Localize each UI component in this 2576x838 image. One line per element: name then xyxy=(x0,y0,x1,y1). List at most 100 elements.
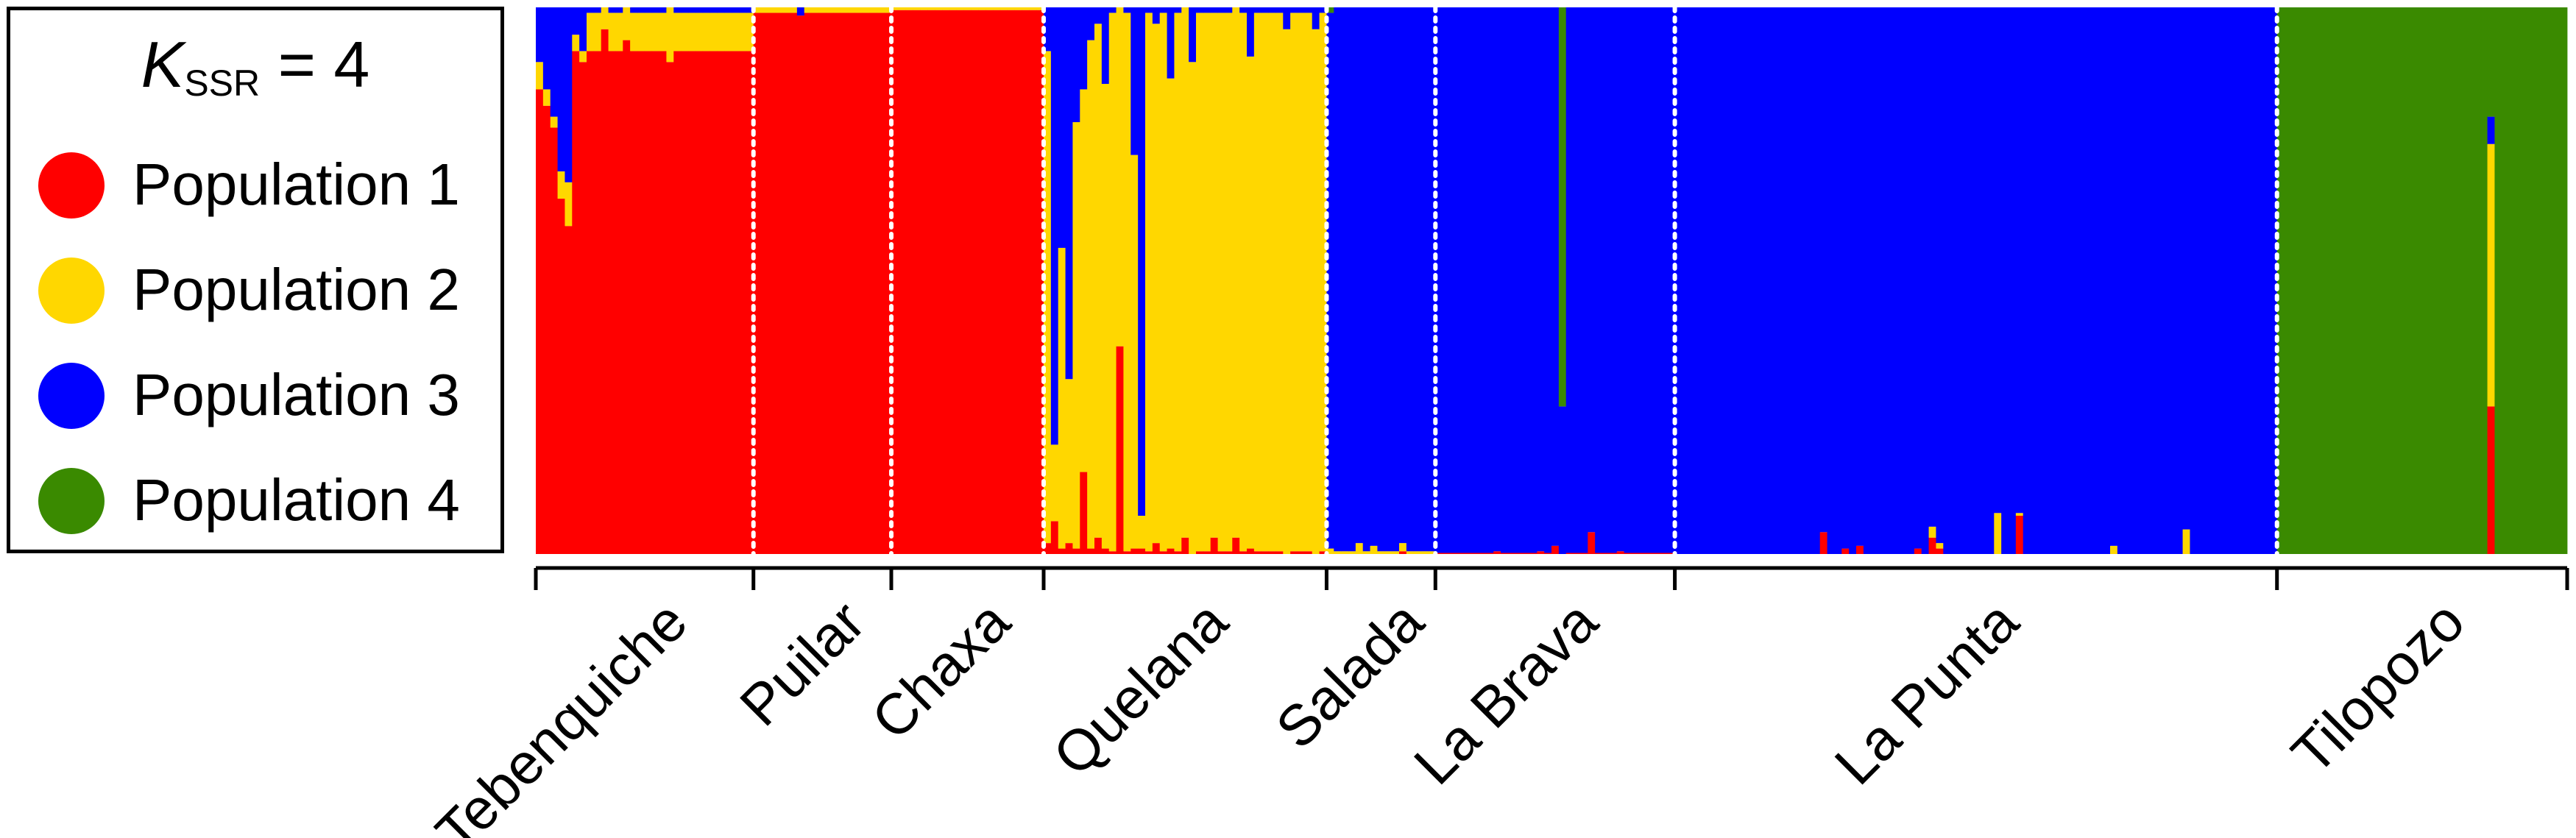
bar-segment-population-3 xyxy=(2269,7,2278,554)
bar-segment-population-2 xyxy=(833,7,841,13)
bar-segment-population-1 xyxy=(884,13,892,555)
bar-segment-population-2 xyxy=(978,7,986,10)
bar-segment-population-3 xyxy=(1595,7,1603,553)
bar-segment-population-3 xyxy=(1101,7,1110,85)
bar-segment-population-1 xyxy=(905,10,913,555)
bar-segment-population-1 xyxy=(2015,515,2024,554)
bar-segment-population-2 xyxy=(1029,7,1037,10)
bar-segment-population-1 xyxy=(1275,551,1284,554)
bar-segment-population-3 xyxy=(1050,7,1059,445)
bar-segment-population-3 xyxy=(2154,7,2162,554)
bar-segment-population-3 xyxy=(1761,7,1770,554)
bar-segment-population-1 xyxy=(1050,521,1059,554)
bar-segment-population-3 xyxy=(2030,7,2038,554)
k-letter: K xyxy=(141,28,185,101)
bar-segment-population-1 xyxy=(651,51,659,554)
bar-segment-population-2 xyxy=(1370,545,1378,554)
bar-segment-population-1 xyxy=(688,51,696,554)
bar-segment-population-1 xyxy=(935,10,943,555)
bar-segment-population-3 xyxy=(2487,116,2495,144)
bar-segment-population-1 xyxy=(1660,553,1669,554)
bar-segment-population-3 xyxy=(739,7,747,13)
bar-segment-population-2 xyxy=(1145,13,1153,552)
bar-segment-population-3 xyxy=(1457,7,1465,553)
bar-segment-population-2 xyxy=(1007,7,1015,10)
bar-segment-population-3 xyxy=(1892,7,1900,554)
bar-segment-population-2 xyxy=(1159,13,1167,552)
bar-segment-population-2 xyxy=(869,7,877,13)
bar-segment-population-2 xyxy=(1377,551,1385,554)
bar-segment-population-1 xyxy=(565,226,573,554)
bar-segment-population-1 xyxy=(1457,553,1465,554)
bar-segment-population-2 xyxy=(963,7,972,10)
bar-segment-population-3 xyxy=(593,7,602,13)
bar-segment-population-4 xyxy=(2530,7,2538,554)
bar-segment-population-3 xyxy=(1094,7,1103,24)
bar-segment-population-4 xyxy=(2371,7,2379,554)
bar-segment-population-2 xyxy=(2110,545,2118,554)
x-tick-label: Tilopozo xyxy=(2279,589,2477,786)
bar-segment-population-2 xyxy=(1304,13,1313,552)
bar-segment-population-1 xyxy=(1471,553,1479,554)
bar-segment-population-1 xyxy=(557,199,565,554)
bar-segment-population-3 xyxy=(1529,7,1538,553)
legend-item-population-4: Population 4 xyxy=(38,468,495,539)
bar-segment-population-1 xyxy=(1130,548,1139,554)
legend-item-population-1: Population 1 xyxy=(38,152,495,223)
bar-segment-population-3 xyxy=(1298,7,1306,13)
bar-segment-population-3 xyxy=(1138,7,1146,516)
bar-segment-population-2 xyxy=(746,13,754,52)
bar-segment-population-3 xyxy=(1435,7,1443,553)
bar-segment-population-2 xyxy=(913,7,921,10)
bar-segment-population-1 xyxy=(942,10,950,555)
bar-segment-population-3 xyxy=(688,7,696,13)
bar-segment-population-2 xyxy=(593,13,602,52)
bar-segment-population-3 xyxy=(2240,7,2248,554)
bar-segment-population-3 xyxy=(1805,7,1814,554)
bar-segment-population-2 xyxy=(1022,7,1030,10)
bar-segment-population-3 xyxy=(1588,7,1596,533)
bar-segment-population-3 xyxy=(1348,7,1356,552)
bar-segment-population-2 xyxy=(1181,7,1189,538)
bar-segment-population-3 xyxy=(1653,7,1661,553)
bar-segment-population-2 xyxy=(579,51,587,63)
bar-segment-population-2 xyxy=(1298,13,1306,552)
bar-segment-population-2 xyxy=(702,13,710,52)
bar-segment-population-3 xyxy=(1261,7,1269,13)
bar-segment-population-3 xyxy=(1065,7,1073,380)
bar-segment-population-1 xyxy=(1065,543,1073,554)
bar-segment-population-1 xyxy=(1101,548,1110,554)
bar-segment-population-1 xyxy=(1580,553,1588,554)
bar-segment-population-1 xyxy=(833,13,841,555)
bar-segment-population-3 xyxy=(2095,7,2103,554)
bar-segment-population-1 xyxy=(717,51,725,554)
bar-segment-population-2 xyxy=(1210,13,1218,538)
bar-segment-population-1 xyxy=(971,10,979,555)
bar-segment-population-1 xyxy=(1486,553,1494,554)
bar-segment-population-3 xyxy=(630,7,638,13)
bar-segment-population-1 xyxy=(978,10,986,555)
bar-segment-population-1 xyxy=(1072,548,1080,554)
bar-segment-population-1 xyxy=(1841,548,1850,554)
bar-segment-population-2 xyxy=(1994,513,2002,554)
bar-segment-population-1 xyxy=(1203,551,1211,554)
bar-segment-population-2 xyxy=(891,7,899,10)
bar-segment-population-2 xyxy=(1080,89,1088,472)
bar-segment-population-2 xyxy=(1413,551,1421,554)
bar-segment-population-3 xyxy=(1958,7,1966,554)
bar-segment-population-3 xyxy=(1674,7,1682,554)
legend-label: Population 4 xyxy=(132,467,460,533)
bar-segment-population-1 xyxy=(550,127,558,554)
bar-segment-population-1 xyxy=(702,51,710,554)
bar-segment-population-3 xyxy=(1950,7,1958,554)
bar-segment-population-3 xyxy=(1624,7,1632,553)
bar-segment-population-1 xyxy=(898,10,907,555)
bar-segment-population-1 xyxy=(1399,551,1407,554)
bar-segment-population-3 xyxy=(1370,7,1378,546)
bar-segment-population-3 xyxy=(1479,7,1487,553)
bar-segment-population-1 xyxy=(1007,10,1015,555)
bar-segment-population-1 xyxy=(1537,551,1545,554)
bar-segment-population-3 xyxy=(1450,7,1458,553)
bar-segment-population-3 xyxy=(1798,7,1806,554)
bar-segment-population-4 xyxy=(2320,7,2329,554)
